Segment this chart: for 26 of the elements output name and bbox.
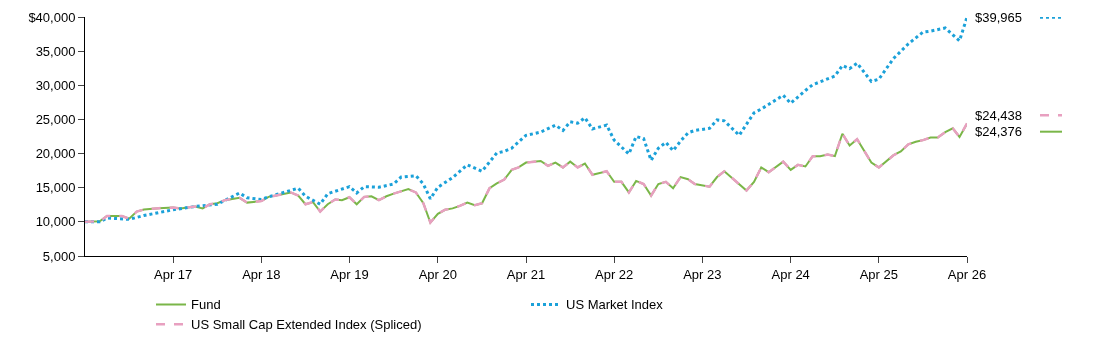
y-tick-label: 20,000 xyxy=(35,146,76,162)
y-tick-label: 5,000 xyxy=(42,248,76,264)
legend-label: US Small Cap Extended Index (Spliced) xyxy=(191,317,422,333)
x-tick-label: Apr 19 xyxy=(330,266,369,282)
y-tick-label: 10,000 xyxy=(35,214,76,230)
y-tick-label: 35,000 xyxy=(35,43,76,59)
x-tick-label: Apr 24 xyxy=(771,266,810,282)
y-tick-label: $40,000 xyxy=(28,9,76,25)
y-tick-label: 15,000 xyxy=(35,180,76,196)
line-series xyxy=(85,17,967,224)
annotation: $24,376 xyxy=(975,124,1022,139)
x-tick-label: Apr 17 xyxy=(153,266,193,282)
legend-label: Fund xyxy=(191,297,221,313)
y-tick-label: 30,000 xyxy=(35,77,76,93)
x-tick-label: Apr 23 xyxy=(683,266,722,282)
line-series xyxy=(85,122,967,224)
annotation: $39,965 xyxy=(975,10,1022,25)
x-tick-label: Apr 25 xyxy=(859,266,899,282)
x-tick-label: Apr 20 xyxy=(418,266,458,282)
legend-label: US Market Index xyxy=(566,297,664,313)
x-tick-label: Apr 22 xyxy=(594,266,634,282)
x-tick-label: Apr 18 xyxy=(242,266,281,282)
annotation: $24,438 xyxy=(975,108,1022,123)
x-tick-label: Apr 21 xyxy=(506,266,546,282)
y-tick-label: 25,000 xyxy=(35,111,76,127)
x-tick-label: Apr 26 xyxy=(947,266,987,282)
